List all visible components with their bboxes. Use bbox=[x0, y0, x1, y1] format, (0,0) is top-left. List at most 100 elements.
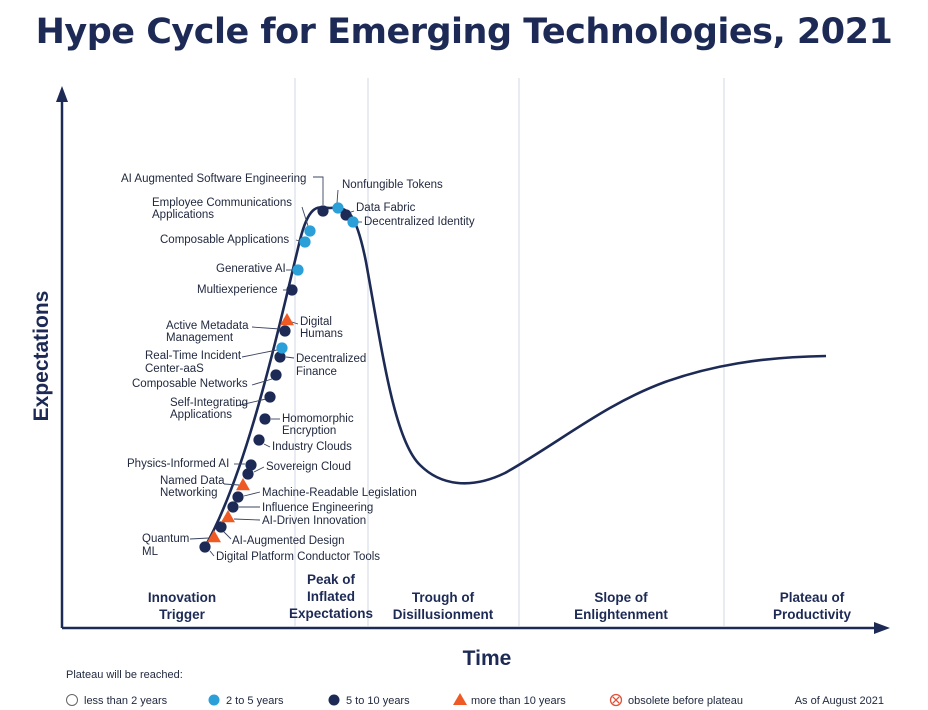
tech-label-decentralized-finance: Decentralized Finance bbox=[296, 353, 366, 378]
tech-label-composable-applications: Composable Applications bbox=[160, 234, 289, 246]
tech-label-influence-engineering: Influence Engineering bbox=[262, 502, 373, 514]
leader-quantum-ml bbox=[189, 537, 210, 540]
x-axis-title: Time bbox=[463, 647, 512, 670]
leader-real-time-incident-center-aas bbox=[241, 349, 278, 358]
x-axis-arrow-icon bbox=[874, 622, 890, 634]
phase-label-slope: Slope of Enlightenment bbox=[574, 590, 668, 622]
marker-real-time-incident-center-aas bbox=[276, 342, 288, 354]
marker-ai-augmented-design bbox=[215, 521, 227, 533]
tech-label-multiexperience: Multiexperience bbox=[197, 284, 278, 296]
marker-decentralized-identity bbox=[347, 216, 359, 228]
axis-titles: Expectations Time bbox=[30, 291, 511, 670]
marker-multiexperience bbox=[286, 284, 298, 296]
tech-label-homomorphic-encryption: Homomorphic Encryption bbox=[282, 413, 354, 437]
leader-data-fabric bbox=[350, 210, 355, 213]
marker-named-data-networking bbox=[236, 478, 250, 491]
phase-label-plateau: Plateau of Productivity bbox=[773, 590, 852, 622]
leader-digital-platform-conductor-tools bbox=[209, 550, 215, 557]
tech-label-decentralized-identity: Decentralized Identity bbox=[364, 216, 475, 228]
marker-machine-readable-legislation bbox=[232, 491, 244, 503]
tech-label-industry-clouds: Industry Clouds bbox=[272, 441, 352, 453]
leader-employee-communications-applications bbox=[301, 206, 309, 227]
legend-label-obsolete-before-plateau: obsolete before plateau bbox=[628, 695, 743, 707]
tech-label-employee-communications-applications: Employee Communications Applications bbox=[152, 197, 292, 221]
axes bbox=[56, 86, 890, 634]
navy-circle-icon bbox=[328, 694, 340, 706]
tech-label-named-data-networking: Named Data Networking bbox=[160, 475, 225, 499]
marker-digital-humans bbox=[280, 313, 294, 326]
tech-label-nonfungible-tokens: Nonfungible Tokens bbox=[342, 179, 443, 191]
tech-label-ai-augmented-software-engineering: AI Augmented Software Engineering bbox=[121, 173, 306, 185]
leader-ai-augmented-software-engineering bbox=[313, 176, 324, 205]
tech-label-physics-informed-ai: Physics-Informed AI bbox=[127, 458, 229, 470]
phase-label-trough: Trough of Disillusionment bbox=[393, 590, 494, 622]
orange-triangle-icon bbox=[453, 693, 467, 705]
marker-composable-applications bbox=[299, 236, 311, 248]
as-of-date: As of August 2021 bbox=[795, 695, 884, 707]
legend-label-less-than-2-years: less than 2 years bbox=[84, 695, 168, 707]
hype-curve bbox=[203, 206, 827, 548]
crossed-circle-icon bbox=[609, 693, 623, 707]
tech-label-machine-readable-legislation: Machine-Readable Legislation bbox=[262, 487, 417, 499]
leader-composable-networks bbox=[251, 378, 273, 386]
label-leader-lines bbox=[189, 176, 362, 557]
marker-physics-informed-ai bbox=[245, 459, 257, 471]
y-axis-arrow-icon bbox=[56, 86, 68, 102]
phase-labels: Innovation Trigger Peak of Inflated Expectat… bbox=[148, 572, 852, 622]
phase-label-innovation-trigger: Innovation Trigger bbox=[148, 590, 216, 622]
leader-ai-driven-innovation bbox=[233, 518, 261, 521]
marker-active-metadata-management bbox=[279, 325, 291, 337]
tech-label-active-metadata-management: Active Metadata Management bbox=[166, 320, 249, 344]
marker-ai-driven-innovation bbox=[221, 510, 235, 523]
leader-self-integrating-applications bbox=[235, 398, 267, 407]
marker-composable-networks bbox=[270, 369, 282, 381]
marker-data-fabric bbox=[340, 209, 352, 221]
leader-digital-humans bbox=[291, 321, 299, 325]
tech-label-composable-networks: Composable Networks bbox=[132, 378, 248, 390]
phase-dividers bbox=[294, 78, 725, 626]
tech-label-data-fabric: Data Fabric bbox=[356, 202, 416, 214]
tech-label-real-time-incident-center-aas: Real-Time Incident Center-aaS bbox=[145, 350, 242, 375]
leader-sovereign-cloud bbox=[253, 466, 265, 473]
legend-label-more-than-10-years: more than 10 years bbox=[471, 695, 566, 707]
leader-machine-readable-legislation bbox=[243, 491, 261, 497]
marker-quantum-ml bbox=[207, 530, 221, 543]
leader-nonfungible-tokens bbox=[336, 189, 339, 204]
marker-homomorphic-encryption bbox=[259, 413, 271, 425]
leader-composable-applications bbox=[295, 239, 301, 242]
leader-named-data-networking bbox=[223, 483, 240, 486]
tech-label-digital-platform-conductor-tools: Digital Platform Conductor Tools bbox=[216, 551, 380, 563]
legend-label-2-to-5-years: 2 to 5 years bbox=[226, 695, 284, 707]
legend: Plateau will be reached: less than 2 year… bbox=[66, 669, 884, 707]
leader-industry-clouds bbox=[263, 443, 271, 448]
marker-sovereign-cloud bbox=[242, 468, 254, 480]
marker-industry-clouds bbox=[253, 434, 265, 446]
tech-label-generative-ai: Generative AI bbox=[216, 263, 286, 275]
hollow-circle-icon bbox=[66, 694, 78, 706]
marker-nonfungible-tokens bbox=[332, 202, 344, 214]
y-axis-title: Expectations bbox=[30, 291, 53, 422]
tech-label-sovereign-cloud: Sovereign Cloud bbox=[266, 461, 351, 473]
hype-curve-line bbox=[203, 206, 827, 548]
tech-label-self-integrating-applications: Self-Integrating Applications bbox=[170, 397, 248, 421]
technology-markers bbox=[199, 202, 359, 553]
marker-ai-augmented-software-engineering bbox=[317, 205, 329, 217]
marker-influence-engineering bbox=[227, 501, 239, 513]
marker-generative-ai bbox=[292, 264, 304, 276]
tech-label-quantum-ml: Quantum ML bbox=[142, 533, 189, 558]
marker-employee-communications-applications bbox=[304, 225, 316, 237]
marker-self-integrating-applications bbox=[264, 391, 276, 403]
light-blue-circle-icon bbox=[208, 694, 220, 706]
legend-label-5-to-10-years: 5 to 10 years bbox=[346, 695, 410, 707]
leader-ai-augmented-design bbox=[222, 530, 232, 540]
phase-label-peak: Peak of Inflated Expectations bbox=[289, 572, 373, 621]
page-title: Hype Cycle for Emerging Technologies, 20… bbox=[35, 12, 893, 52]
leader-active-metadata-management bbox=[251, 326, 281, 330]
technology-labels: Digital Platform Conductor Tools Quantum M… bbox=[121, 173, 475, 563]
tech-label-ai-driven-innovation: AI-Driven Innovation bbox=[262, 515, 366, 527]
marker-digital-platform-conductor-tools bbox=[199, 541, 211, 553]
legend-heading: Plateau will be reached: bbox=[66, 669, 183, 681]
leader-decentralized-finance bbox=[285, 356, 295, 359]
marker-decentralized-finance bbox=[274, 351, 286, 363]
